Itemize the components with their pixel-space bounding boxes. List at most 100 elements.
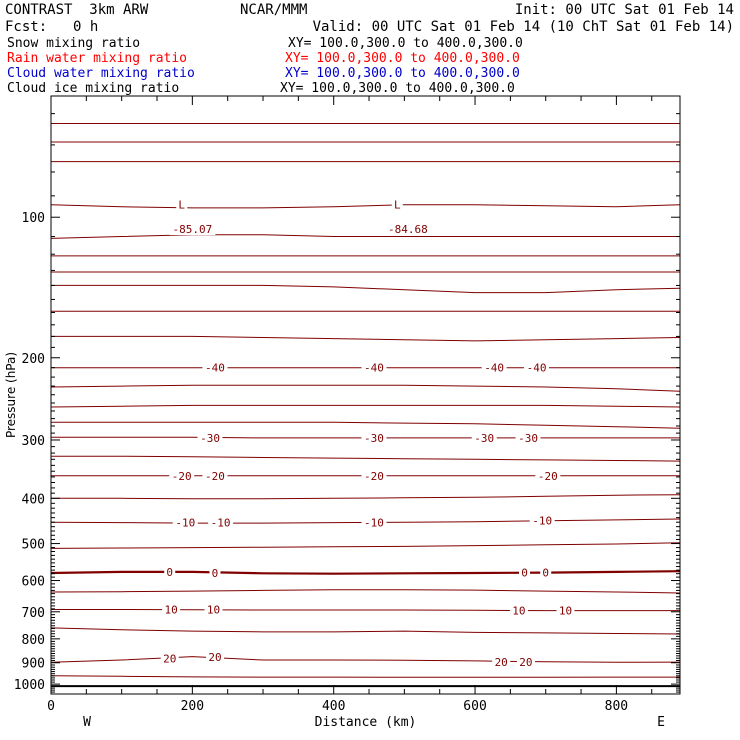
contour-label: -10 bbox=[364, 517, 384, 530]
contour-line-24 bbox=[50, 627, 681, 635]
contour-label-bg bbox=[169, 469, 195, 482]
contour-line-18 bbox=[51, 494, 681, 500]
contour-label-bg bbox=[204, 603, 223, 616]
contour-line-0C bbox=[50, 570, 681, 575]
contour-label: -40 bbox=[484, 362, 504, 375]
contour-label-bg bbox=[361, 361, 387, 374]
contour-label-bg bbox=[384, 223, 431, 236]
contour-label-bg bbox=[524, 361, 550, 374]
contour-label-bg bbox=[361, 516, 387, 529]
contour-label: -85.07 bbox=[172, 223, 212, 236]
contour-label: -10 bbox=[175, 517, 195, 530]
y-tick-label: 200 bbox=[22, 352, 45, 367]
contour-label-bg bbox=[208, 516, 234, 529]
contour-label-bg bbox=[202, 469, 228, 482]
contour-label: 10 bbox=[559, 605, 572, 618]
east-label: E bbox=[657, 715, 665, 730]
legend-cloud-ice-label: Cloud ice mixing ratio bbox=[7, 81, 180, 96]
contour-label: 10 bbox=[165, 603, 178, 616]
contour-label: -20 bbox=[172, 470, 192, 483]
init-time: Init: 00 UTC Sat 01 Feb 14 bbox=[514, 2, 734, 18]
contour-label-bg bbox=[492, 655, 511, 668]
y-tick-label: 400 bbox=[22, 492, 45, 507]
contour-labels: L -85.07 L -84.68 -40 -40 -40 -40 -30 -30 -30 -30 -2… bbox=[160, 198, 575, 669]
contour-label: 0 bbox=[212, 567, 219, 580]
y-tick-label: 1000 bbox=[14, 678, 45, 693]
contour-label-bg bbox=[391, 198, 403, 211]
x-axis-label: Distance (km) bbox=[315, 715, 417, 730]
contour-label: -20 bbox=[538, 470, 558, 483]
contour-label: -10 bbox=[532, 514, 552, 527]
contour-line-13 bbox=[50, 404, 681, 408]
contour-label: -40 bbox=[364, 362, 384, 375]
contour-label: -30 bbox=[518, 432, 538, 445]
contour-label: 20 bbox=[495, 656, 508, 669]
contour-label: -20 bbox=[364, 470, 384, 483]
y-tick-label: 800 bbox=[22, 633, 45, 648]
contour-label: -84.68 bbox=[388, 223, 428, 236]
legend-cloud-ice-xy: XY= 100.0,300.0 to 400.0,300.0 bbox=[280, 81, 515, 96]
contour-label: L bbox=[394, 199, 401, 212]
contour-label: 10 bbox=[512, 605, 525, 618]
contour-label-bg bbox=[509, 604, 528, 617]
valid-time: Valid: 00 UTC Sat 01 Feb 14 (10 ChT Sat … bbox=[312, 19, 734, 35]
contour-label-bg bbox=[519, 566, 531, 579]
contour-line-5 bbox=[50, 234, 680, 239]
contour-label-bg bbox=[361, 431, 387, 444]
y-tick-label: 700 bbox=[22, 606, 45, 621]
contour-label: L bbox=[178, 199, 185, 212]
legend-cloud-water-xy: XY= 100.0,300.0 to 400.0,300.0 bbox=[285, 66, 520, 81]
contour-line-14 bbox=[51, 421, 681, 429]
contour-label-bg bbox=[471, 431, 497, 444]
model-title: CONTRAST 3km ARW bbox=[5, 2, 149, 18]
contour-label-bg bbox=[529, 514, 555, 527]
contour-label: -30 bbox=[364, 432, 384, 445]
contour-label-bg bbox=[202, 361, 228, 374]
contour-line-26 bbox=[50, 675, 680, 678]
west-label: W bbox=[83, 715, 91, 730]
contour-line-10 bbox=[51, 335, 681, 342]
contour-label: 20 bbox=[519, 656, 532, 669]
x-tick-label: 200 bbox=[181, 699, 204, 714]
contour-label-bg bbox=[176, 198, 188, 211]
contour-label: -40 bbox=[205, 362, 225, 375]
contour-label-bg bbox=[361, 469, 387, 482]
x-tick-label: 800 bbox=[605, 699, 628, 714]
contour-label: -30 bbox=[200, 432, 220, 445]
contour-line-20 bbox=[50, 542, 681, 549]
y-tick-label: 600 bbox=[22, 575, 45, 590]
contour-line-23 bbox=[51, 609, 680, 612]
y-axis-label: Pressure (hPa) bbox=[4, 352, 18, 438]
contour-line-16 bbox=[51, 455, 681, 462]
contour-label: 10 bbox=[207, 603, 220, 616]
legend-rain-xy: XY= 100.0,300.0 to 400.0,300.0 bbox=[285, 51, 520, 66]
y-tick-label: 300 bbox=[22, 434, 45, 449]
x-tick-label: 600 bbox=[463, 699, 486, 714]
contour-label: 0 bbox=[521, 566, 528, 579]
contour-label-bg bbox=[160, 652, 179, 665]
contour-label-bg bbox=[516, 655, 535, 668]
contour-label: -30 bbox=[474, 432, 494, 445]
y-tick-label: 100 bbox=[22, 211, 45, 226]
contour-line-22 bbox=[50, 589, 681, 594]
contour-line-25 bbox=[50, 656, 681, 663]
center-title: NCAR/MMM bbox=[240, 2, 308, 18]
contour-label: -10 bbox=[211, 517, 231, 530]
legend-snow-label: Snow mixing ratio bbox=[7, 36, 141, 51]
contour-label: 20 bbox=[163, 653, 176, 666]
contour-label-bg bbox=[197, 431, 223, 444]
fcst-value: 0 h bbox=[73, 19, 99, 35]
legend-rain-label: Rain water mixing ratio bbox=[7, 51, 188, 66]
contour-label-bg bbox=[169, 223, 216, 236]
x-tick-label: 0 bbox=[47, 699, 55, 714]
contour-line-8 bbox=[51, 284, 681, 294]
contour-label-bg bbox=[164, 565, 176, 578]
contour-label-bg bbox=[481, 361, 507, 374]
contour-label-bg bbox=[209, 566, 221, 579]
x-tick-label: 400 bbox=[322, 699, 345, 714]
contour-label-bg bbox=[205, 650, 224, 663]
y-tick-label: 500 bbox=[22, 538, 45, 553]
legend-snow-xy: XY= 100.0,300.0 to 400.0,300.0 bbox=[288, 36, 523, 51]
